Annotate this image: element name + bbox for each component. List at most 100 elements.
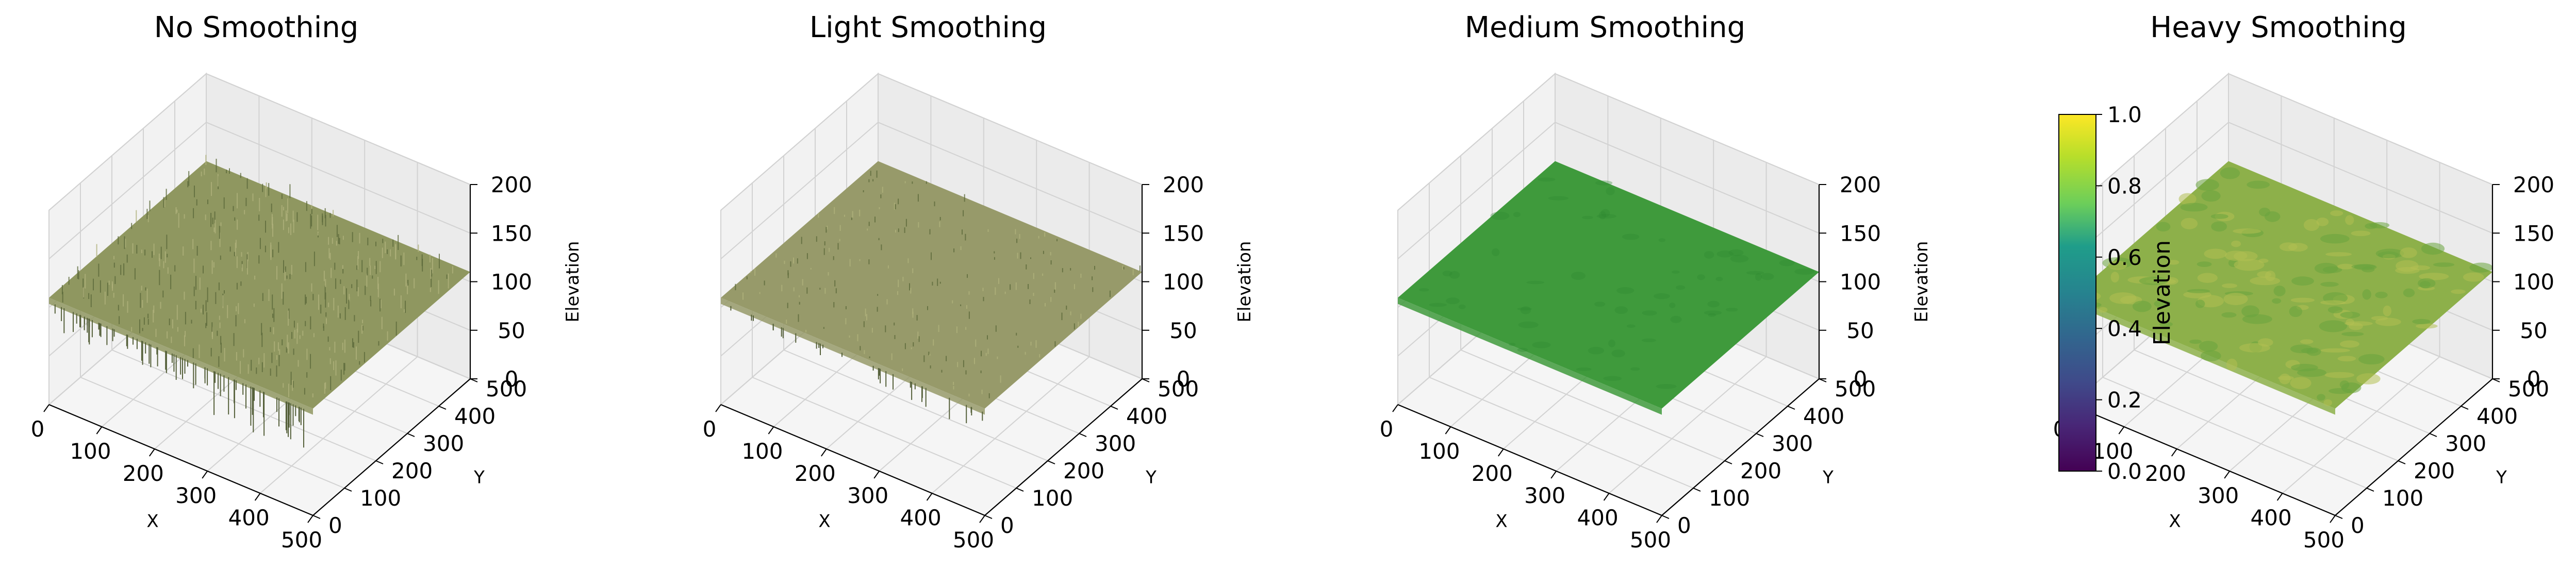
axes-3d: 0100200300400500X0100200300400500Y050100… xyxy=(2053,72,2554,553)
z-tick-label: 150 xyxy=(491,221,532,246)
x-tick-label: 500 xyxy=(2303,527,2344,553)
surface-texture xyxy=(735,170,1141,398)
x-tick-label: 100 xyxy=(1418,439,1460,464)
z-ticks: 0 50 100 150 200 xyxy=(470,172,532,392)
x-tick-label: 0 xyxy=(703,416,717,442)
y-tick-label: 400 xyxy=(2476,404,2518,429)
x-tick-label: 400 xyxy=(1577,505,1619,530)
elevation-surface xyxy=(721,161,1142,409)
z-tick-label: 100 xyxy=(2513,270,2554,295)
z-tick-label: 50 xyxy=(498,318,525,343)
z-axis-label: Elevation xyxy=(1234,241,1255,323)
z-tick-label: 100 xyxy=(491,270,532,295)
x-tick-label: 500 xyxy=(1630,527,1671,553)
colorbar-tick-label: 0.0 xyxy=(2107,459,2142,484)
colorbar-gradient xyxy=(2058,114,2096,472)
y-tick-label: 300 xyxy=(1772,431,1813,456)
y-tick-label: 0 xyxy=(1677,513,1691,538)
y-tick-label: 200 xyxy=(2414,458,2455,483)
x-tick-label: 200 xyxy=(1472,461,1513,486)
elevation-surface xyxy=(49,161,470,409)
colorbar-tick-label: 0.6 xyxy=(2107,245,2142,270)
colorbar-tick-label: 0.2 xyxy=(2107,388,2142,413)
z-tick-label: 200 xyxy=(2513,172,2554,197)
surface-edge xyxy=(49,297,313,415)
x-axis-label: X xyxy=(818,511,830,532)
x-tick-label: 400 xyxy=(2251,505,2292,530)
x-tick-label: 100 xyxy=(2092,439,2133,464)
z-tick-label: 50 xyxy=(1846,318,1874,343)
x-tick-label: 300 xyxy=(2198,483,2239,508)
y-tick-label: 100 xyxy=(360,486,401,511)
z-axis-label: Elevation xyxy=(563,241,583,323)
y-axis-label: Y xyxy=(1145,467,1157,488)
z-tick-label: 0 xyxy=(1854,366,1868,392)
z-tick-label: 200 xyxy=(1840,172,1881,197)
x-tick-label: 300 xyxy=(847,483,888,508)
colorbar-tick-label: 0.8 xyxy=(2107,173,2142,198)
z-tick-label: 100 xyxy=(1840,270,1881,295)
surface-edge xyxy=(721,297,985,415)
x-tick-label: 200 xyxy=(123,461,164,486)
x-axis-label: X xyxy=(2169,511,2181,532)
colorbar-ticks: 0.0 0.2 0.4 0.6 0.8 1.0 xyxy=(2096,102,2142,484)
y-tick-label: 500 xyxy=(2508,376,2549,402)
colorbar-tick-label: 1.0 xyxy=(2107,102,2142,127)
x-tick-label: 0 xyxy=(31,416,45,442)
colorbar-tick-label: 0.4 xyxy=(2107,316,2142,341)
z-ticks: 0 50 100 150 200 xyxy=(2492,172,2554,392)
z-tick-label: 50 xyxy=(1169,318,1197,343)
x-tick-label: 400 xyxy=(900,505,942,530)
y-tick-label: 400 xyxy=(454,404,496,429)
y-tick-label: 0 xyxy=(328,513,342,538)
z-tick-label: 150 xyxy=(2513,221,2554,246)
z-ticks: 0 50 100 150 200 xyxy=(1142,172,1204,392)
x-tick-label: 200 xyxy=(2145,461,2186,486)
colorbar: 0.0 0.2 0.4 0.6 0.8 1.0 Elevation xyxy=(2058,102,2175,484)
x-tick-label: 500 xyxy=(953,527,994,553)
z-tick-label: 100 xyxy=(1163,270,1204,295)
x-tick-label: 500 xyxy=(281,527,322,553)
y-tick-label: 500 xyxy=(1835,376,1876,402)
y-tick-label: 200 xyxy=(1740,458,1781,483)
x-tick-label: 100 xyxy=(70,439,111,464)
y-tick-label: 500 xyxy=(486,376,527,402)
z-tick-label: 0 xyxy=(2527,366,2541,392)
y-axis-label: Y xyxy=(2496,467,2507,488)
elevation-surface xyxy=(2071,161,2492,409)
y-tick-label: 100 xyxy=(1032,486,1073,511)
chart-title: Medium Smoothing xyxy=(1465,11,1745,44)
x-tick-label: 300 xyxy=(175,483,217,508)
y-tick-label: 300 xyxy=(2445,431,2486,456)
surface-texture xyxy=(61,155,453,397)
y-tick-label: 100 xyxy=(1709,486,1750,511)
z-tick-label: 0 xyxy=(505,366,519,392)
y-tick-label: 300 xyxy=(423,431,464,456)
y-tick-label: 500 xyxy=(1158,376,1199,402)
elevation-surface xyxy=(1398,161,1819,409)
y-tick-label: 400 xyxy=(1803,404,1844,429)
z-tick-label: 150 xyxy=(1840,221,1881,246)
y-tick-label: 400 xyxy=(1126,404,1167,429)
x-tick-label: 400 xyxy=(228,505,270,530)
z-tick-label: 50 xyxy=(2520,318,2547,343)
surface-spikes xyxy=(54,304,304,448)
subplot-heavy-smoothing: Heavy Smoothing 0100200300400500X0100200… xyxy=(2053,11,2554,553)
chart-title: No Smoothing xyxy=(154,11,359,44)
x-axis-label: X xyxy=(146,511,158,532)
x-ticks: 0 100 200 300 400 500 xyxy=(31,404,322,553)
y-tick-label: 200 xyxy=(391,458,433,483)
